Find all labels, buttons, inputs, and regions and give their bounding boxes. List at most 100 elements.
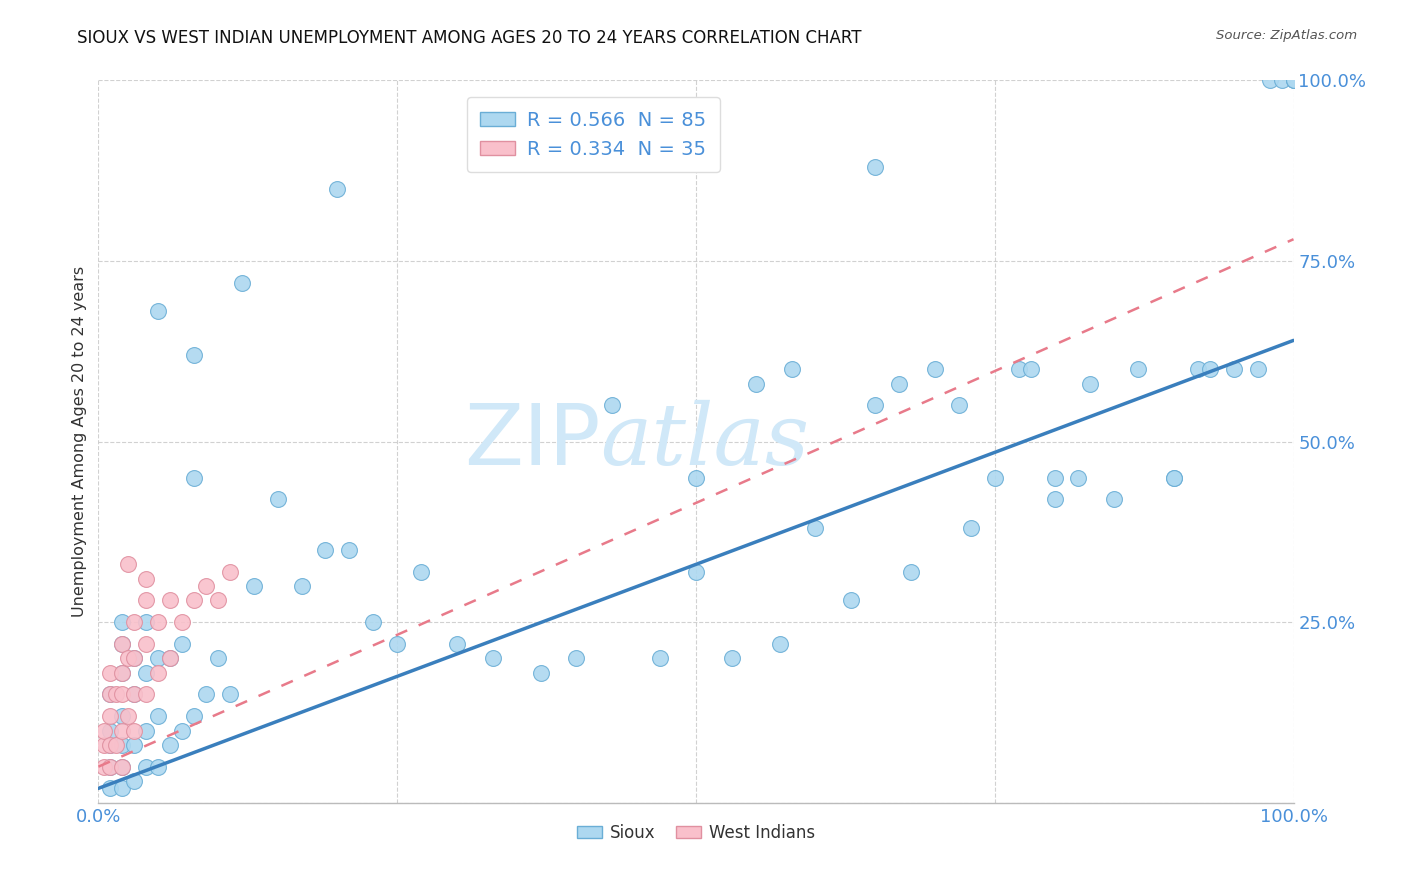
Point [98, 738, 122, 752]
Point [1258, 73, 1281, 87]
Point [93, 738, 115, 752]
Point [243, 579, 266, 593]
Point [924, 362, 946, 376]
Point [111, 615, 134, 630]
Point [865, 160, 887, 174]
Point [111, 781, 134, 796]
Point [135, 665, 157, 680]
Point [159, 738, 181, 752]
Point [93, 723, 115, 738]
Point [98, 665, 122, 680]
Point [159, 651, 181, 665]
Point [1043, 492, 1066, 507]
Point [219, 565, 242, 579]
Point [984, 470, 1007, 484]
Point [648, 651, 672, 665]
Point [1019, 362, 1042, 376]
Point [900, 565, 922, 579]
Point [135, 723, 157, 738]
Point [1199, 362, 1222, 376]
Point [98, 760, 122, 774]
Point [291, 579, 314, 593]
Point [865, 398, 887, 412]
Point [1187, 362, 1209, 376]
Text: atlas: atlas [600, 401, 810, 483]
Point [93, 760, 115, 774]
Point [385, 637, 409, 651]
Point [685, 470, 707, 484]
Point [148, 760, 170, 774]
Point [1067, 470, 1090, 484]
Point [1247, 362, 1270, 376]
Point [195, 687, 218, 701]
Point [1223, 362, 1246, 376]
Point [148, 615, 170, 630]
Point [124, 615, 146, 630]
Point [172, 723, 194, 738]
Point [207, 651, 229, 665]
Point [111, 760, 134, 774]
Point [148, 709, 170, 723]
Point [159, 651, 181, 665]
Point [98, 738, 122, 752]
Point [231, 276, 253, 290]
Point [117, 651, 139, 665]
Point [135, 572, 157, 586]
Point [1163, 470, 1185, 484]
Point [148, 651, 170, 665]
Point [111, 723, 134, 738]
Point [1282, 73, 1305, 87]
Point [326, 182, 349, 196]
Point [685, 565, 707, 579]
Point [124, 651, 146, 665]
Point [1282, 73, 1305, 87]
Point [721, 651, 744, 665]
Text: Source: ZipAtlas.com: Source: ZipAtlas.com [1216, 29, 1357, 42]
Point [363, 615, 385, 630]
Point [124, 774, 146, 789]
Point [172, 615, 194, 630]
Point [105, 687, 128, 701]
Point [135, 687, 157, 701]
Point [1271, 73, 1294, 87]
Point [960, 521, 983, 535]
Point [780, 362, 803, 376]
Point [565, 651, 588, 665]
Point [98, 687, 122, 701]
Y-axis label: Unemployment Among Ages 20 to 24 years: Unemployment Among Ages 20 to 24 years [72, 266, 87, 617]
Point [1163, 470, 1185, 484]
Point [111, 637, 134, 651]
Point [183, 348, 205, 362]
Point [117, 709, 139, 723]
Point [315, 542, 337, 557]
Point [183, 709, 205, 723]
Point [111, 738, 134, 752]
Point [148, 665, 170, 680]
Point [98, 687, 122, 701]
Point [1080, 376, 1102, 391]
Point [111, 665, 134, 680]
Point [207, 593, 229, 607]
Point [219, 687, 242, 701]
Point [111, 687, 134, 701]
Point [111, 637, 134, 651]
Point [117, 558, 139, 572]
Point [804, 521, 827, 535]
Text: ZIP: ZIP [464, 400, 600, 483]
Point [159, 593, 181, 607]
Point [745, 376, 768, 391]
Point [124, 738, 146, 752]
Point [1128, 362, 1150, 376]
Point [172, 637, 194, 651]
Point [124, 651, 146, 665]
Point [124, 687, 146, 701]
Point [183, 470, 205, 484]
Legend: Sioux, West Indians: Sioux, West Indians [569, 817, 823, 848]
Point [948, 398, 970, 412]
Point [1008, 362, 1031, 376]
Point [135, 593, 157, 607]
Point [98, 760, 122, 774]
Point [135, 637, 157, 651]
Point [135, 760, 157, 774]
Point [111, 709, 134, 723]
